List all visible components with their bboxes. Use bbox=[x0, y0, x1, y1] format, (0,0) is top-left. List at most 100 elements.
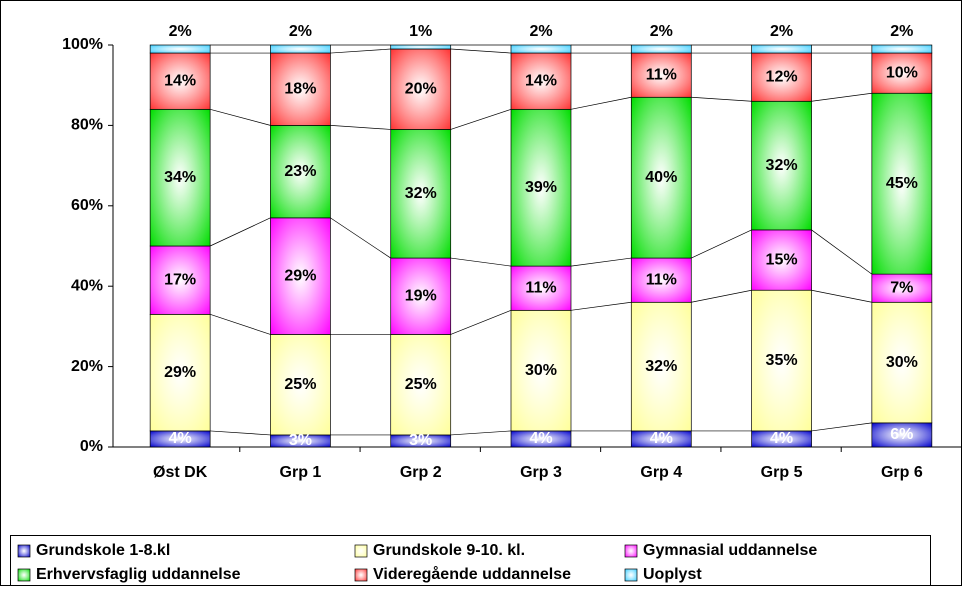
x-tick-label: Grp 6 bbox=[881, 464, 923, 481]
bar-segment bbox=[149, 313, 211, 432]
value-label: 32% bbox=[405, 185, 437, 202]
bar-segment bbox=[149, 108, 211, 247]
legend-swatch bbox=[624, 568, 638, 582]
bar-segment bbox=[871, 44, 933, 54]
series-line bbox=[450, 309, 512, 335]
series-line bbox=[691, 229, 752, 259]
value-label: 4% bbox=[650, 430, 673, 447]
legend-label: Uoplyst bbox=[643, 566, 702, 583]
bar-segment bbox=[390, 257, 452, 335]
bar-segment bbox=[390, 334, 452, 436]
series-line bbox=[450, 430, 512, 436]
series-line bbox=[450, 48, 512, 54]
value-label: 11% bbox=[646, 66, 677, 83]
bar-segment bbox=[751, 289, 812, 432]
series-line bbox=[811, 289, 872, 303]
y-tick-label: 80% bbox=[71, 117, 103, 134]
series-line bbox=[811, 229, 873, 275]
value-label: 1% bbox=[409, 23, 432, 40]
legend-swatch bbox=[354, 568, 368, 582]
bar-segment bbox=[149, 52, 211, 110]
value-label: 45% bbox=[886, 175, 918, 192]
value-label: 17% bbox=[164, 271, 196, 288]
bar-segment bbox=[510, 52, 572, 110]
value-label: 4% bbox=[770, 430, 793, 447]
value-label: 2% bbox=[650, 23, 673, 40]
value-label: 2% bbox=[890, 23, 913, 40]
value-label: 2% bbox=[529, 23, 552, 40]
value-label: 12% bbox=[766, 68, 798, 85]
legend-label: Videregående uddannelse bbox=[373, 565, 571, 583]
bar-segment bbox=[751, 44, 812, 54]
series-line bbox=[691, 96, 752, 102]
bar-segment bbox=[510, 108, 572, 267]
series-line bbox=[330, 48, 391, 54]
series-line bbox=[210, 430, 271, 436]
value-label: 6% bbox=[890, 426, 913, 443]
x-tick-label: Grp 3 bbox=[520, 464, 562, 481]
value-label: 35% bbox=[766, 352, 798, 369]
series-line bbox=[210, 108, 271, 126]
value-label: 30% bbox=[886, 354, 918, 371]
value-label: 25% bbox=[405, 376, 437, 393]
bar-segment bbox=[871, 301, 933, 424]
value-label: 15% bbox=[766, 251, 798, 268]
bar-segment bbox=[630, 301, 692, 432]
value-label: 11% bbox=[525, 279, 556, 296]
bar-segment bbox=[871, 273, 933, 303]
legend-swatch bbox=[624, 544, 638, 558]
series-line bbox=[570, 301, 632, 311]
bar-segment bbox=[270, 125, 331, 219]
y-tick-label: 0% bbox=[80, 438, 103, 455]
bar-segment bbox=[630, 96, 692, 259]
value-label: 30% bbox=[525, 362, 557, 379]
value-label: 23% bbox=[284, 163, 316, 180]
bar-segment bbox=[149, 44, 211, 54]
value-label: 25% bbox=[284, 376, 316, 393]
bar-segment bbox=[390, 129, 452, 259]
bar-segment bbox=[270, 52, 331, 126]
bar-segment bbox=[270, 334, 331, 436]
value-label: 20% bbox=[405, 80, 437, 97]
y-tick-label: 20% bbox=[71, 358, 103, 375]
value-label: 29% bbox=[284, 267, 316, 284]
value-label: 3% bbox=[289, 432, 312, 449]
value-label: 2% bbox=[289, 23, 312, 40]
bar-segment bbox=[510, 309, 572, 432]
bar-segment bbox=[510, 44, 572, 54]
series-line bbox=[691, 289, 752, 303]
series-line bbox=[570, 257, 632, 267]
bar-segment bbox=[390, 44, 452, 50]
bar-segment bbox=[871, 92, 933, 275]
x-tick-label: Grp 4 bbox=[640, 464, 682, 481]
legend-label: Erhvervsfaglig uddannelse bbox=[36, 566, 241, 583]
legend-label: Gymnasial uddannelse bbox=[643, 542, 817, 559]
value-label: 19% bbox=[405, 287, 437, 304]
series-line bbox=[330, 125, 391, 130]
value-label: 40% bbox=[645, 169, 677, 186]
bar-segment bbox=[630, 52, 692, 98]
value-label: 11% bbox=[646, 271, 677, 288]
series-line bbox=[330, 217, 391, 259]
x-tick-label: Grp 2 bbox=[400, 464, 442, 481]
value-label: 3% bbox=[409, 432, 432, 449]
value-label: 14% bbox=[164, 72, 196, 89]
legend-label: Grundskole 9-10. kl. bbox=[373, 542, 525, 559]
x-tick-label: Øst DK bbox=[153, 464, 208, 481]
value-label: 4% bbox=[169, 430, 192, 447]
bar-segment bbox=[510, 265, 572, 311]
series-line bbox=[450, 257, 512, 267]
legend-swatch bbox=[354, 544, 368, 558]
series-line bbox=[811, 92, 872, 102]
legend-label: Grundskole 1-8.kl bbox=[36, 542, 170, 559]
value-label: 18% bbox=[284, 80, 316, 97]
value-label: 10% bbox=[886, 64, 918, 81]
y-tick-label: 40% bbox=[71, 277, 103, 294]
value-label: 32% bbox=[645, 358, 677, 375]
value-label: 32% bbox=[766, 157, 798, 174]
y-tick-label: 60% bbox=[71, 197, 103, 214]
legend-swatch bbox=[17, 544, 31, 558]
bar-segment bbox=[630, 44, 692, 54]
